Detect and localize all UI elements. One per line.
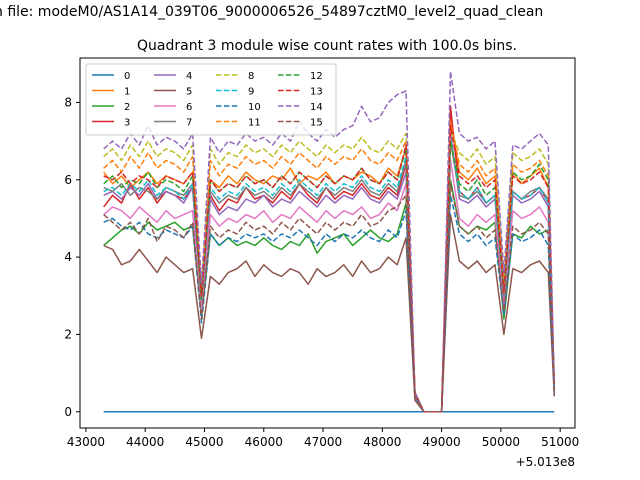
- y-tick-label: 8: [64, 95, 72, 109]
- legend-label-14: 14: [310, 102, 323, 113]
- chart-title: Quadrant 3 module wise count rates with …: [137, 38, 517, 54]
- plot-area: [79, 57, 576, 429]
- legend-label-5: 5: [186, 87, 192, 98]
- series-line-3: [103, 105, 556, 413]
- legend-label-12: 12: [310, 71, 323, 82]
- x-tick-label: 50000: [482, 435, 520, 449]
- x-tick-label: 51000: [541, 435, 579, 449]
- y-axis: 0 2 4 6 8: [64, 95, 80, 419]
- series-line-15: [103, 182, 556, 413]
- x-tick-label: 47000: [304, 435, 342, 449]
- y-tick-label: 4: [64, 250, 72, 264]
- series-line-5: [103, 213, 556, 413]
- legend-label-4: 4: [186, 71, 192, 82]
- series-line-13: [103, 124, 556, 413]
- legend-label-15: 15: [310, 118, 323, 129]
- y-tick-label: 2: [64, 327, 72, 341]
- legend-label-3: 3: [124, 118, 130, 129]
- x-axis: 43000 44000 45000 46000 47000 48000 49000 50000…: [67, 428, 579, 449]
- series-line-9: [103, 136, 556, 413]
- legend-label-8: 8: [248, 71, 254, 82]
- legend-label-0: 0: [124, 71, 130, 82]
- series-line-11: [103, 121, 556, 413]
- legend-label-6: 6: [186, 102, 192, 113]
- figure-suptitle: n file: modeM0/AS1A14_039T06_9000006526_…: [0, 4, 543, 20]
- series-line-12: [103, 140, 556, 413]
- series-line-8: [103, 128, 556, 413]
- y-tick-label: 0: [64, 405, 72, 419]
- x-tick-label: 43000: [67, 435, 105, 449]
- legend-label-13: 13: [310, 87, 323, 98]
- x-tick-label: 46000: [245, 435, 283, 449]
- series-line-6: [103, 159, 556, 413]
- y-tick-label: 6: [64, 173, 72, 187]
- legend-frame: [85, 63, 337, 136]
- series-line-7: [103, 140, 556, 413]
- axes-frame: [79, 57, 576, 429]
- series-layer: [103, 70, 556, 413]
- x-tick-label: 48000: [363, 435, 401, 449]
- legend-label-7: 7: [186, 118, 192, 129]
- legend-label-1: 1: [124, 87, 130, 98]
- series-line-2: [103, 179, 556, 413]
- legend-label-9: 9: [248, 87, 254, 98]
- legend-label-10: 10: [248, 102, 261, 113]
- series-line-4: [103, 132, 556, 413]
- x-tick-label: 44000: [126, 435, 164, 449]
- x-tick-label: 45000: [185, 435, 223, 449]
- x-tick-label: 49000: [423, 435, 461, 449]
- legend-label-2: 2: [124, 102, 130, 113]
- x-offset-label: +5.013e8: [516, 455, 575, 469]
- legend-label-11: 11: [248, 118, 261, 129]
